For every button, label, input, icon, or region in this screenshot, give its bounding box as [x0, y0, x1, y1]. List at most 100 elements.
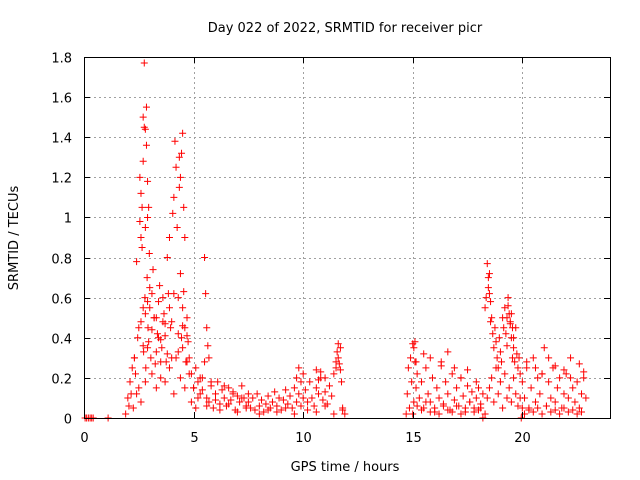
- data-point: [515, 354, 523, 362]
- data-point: [485, 290, 493, 298]
- data-point: [503, 394, 511, 402]
- data-point: [408, 378, 416, 386]
- data-point: [152, 348, 160, 356]
- data-point: [413, 402, 421, 410]
- data-point: [479, 390, 487, 398]
- data-point: [264, 392, 272, 400]
- data-point: [511, 358, 519, 366]
- data-point: [135, 324, 143, 332]
- data-point: [575, 360, 583, 368]
- data-point: [133, 390, 141, 398]
- data-point: [457, 374, 465, 382]
- y-tick-label: 1: [64, 212, 72, 227]
- data-point: [262, 400, 270, 408]
- data-point: [299, 370, 307, 378]
- data-point: [290, 384, 298, 392]
- data-point: [176, 173, 184, 181]
- data-point: [284, 400, 292, 408]
- data-point: [485, 384, 493, 392]
- data-point: [569, 384, 577, 392]
- data-point: [301, 386, 309, 394]
- data-point: [139, 342, 147, 350]
- data-point: [178, 334, 186, 342]
- x-tick-label: 0: [80, 431, 88, 446]
- y-tick-label: 0.6: [51, 293, 72, 308]
- data-point: [527, 384, 535, 392]
- data-point: [173, 223, 181, 231]
- data-point: [422, 398, 430, 406]
- data-point: [492, 364, 500, 372]
- x-axis-label: GPS time / hours: [291, 460, 400, 475]
- data-point: [507, 398, 515, 406]
- data-point: [136, 173, 144, 181]
- data-point: [435, 394, 443, 402]
- data-point: [573, 378, 581, 386]
- data-point: [433, 384, 441, 392]
- data-point: [155, 298, 163, 306]
- data-point: [128, 364, 136, 372]
- data-point: [179, 304, 187, 312]
- data-point: [459, 392, 467, 400]
- data-point: [130, 354, 138, 362]
- data-point: [174, 330, 182, 338]
- data-point: [582, 394, 590, 402]
- data-point: [496, 348, 504, 356]
- data-point: [336, 366, 344, 374]
- data-point: [426, 408, 434, 416]
- data-point: [335, 360, 343, 368]
- data-point: [315, 390, 323, 398]
- data-point: [424, 390, 432, 398]
- data-point: [137, 189, 145, 197]
- data-point: [448, 370, 456, 378]
- data-point: [404, 364, 412, 372]
- data-point: [551, 406, 559, 414]
- data-point: [483, 260, 491, 268]
- data-point: [516, 394, 524, 402]
- data-point: [202, 290, 210, 298]
- data-point: [139, 157, 147, 165]
- data-point: [148, 370, 156, 378]
- data-point: [578, 408, 586, 416]
- data-point: [212, 396, 219, 404]
- data-point: [477, 404, 485, 412]
- data-point: [184, 338, 192, 346]
- data-point: [499, 404, 507, 412]
- data-point: [483, 394, 491, 402]
- data-point: [341, 410, 349, 418]
- data-point: [490, 398, 498, 406]
- data-point: [295, 390, 303, 398]
- data-point: [203, 394, 211, 402]
- y-tick-label: 1.6: [51, 92, 72, 107]
- data-point: [156, 282, 164, 290]
- data-point: [504, 294, 512, 302]
- data-point: [413, 370, 421, 378]
- data-point: [444, 406, 452, 414]
- data-point: [157, 336, 165, 344]
- data-point: [545, 354, 553, 362]
- data-point: [167, 324, 175, 332]
- data-point: [500, 324, 508, 332]
- y-tick-label: 1.2: [51, 172, 72, 187]
- y-tick-label: 1.8: [51, 52, 72, 67]
- data-point: [137, 318, 145, 326]
- data-point: [160, 310, 168, 318]
- data-point: [271, 388, 279, 396]
- data-point: [450, 364, 458, 372]
- data-point: [444, 390, 452, 398]
- data-point: [312, 408, 320, 416]
- data-point: [205, 398, 213, 406]
- data-point: [310, 402, 318, 410]
- data-point: [176, 374, 184, 382]
- data-point: [514, 402, 522, 410]
- data-point: [409, 410, 417, 418]
- data-point: [516, 370, 524, 378]
- data-point: [411, 338, 419, 346]
- data-point: [144, 213, 152, 221]
- data-point: [334, 354, 342, 362]
- data-point: [518, 378, 526, 386]
- data-point: [418, 378, 426, 386]
- data-point: [214, 378, 222, 386]
- data-point: [203, 324, 211, 332]
- data-point: [183, 314, 191, 322]
